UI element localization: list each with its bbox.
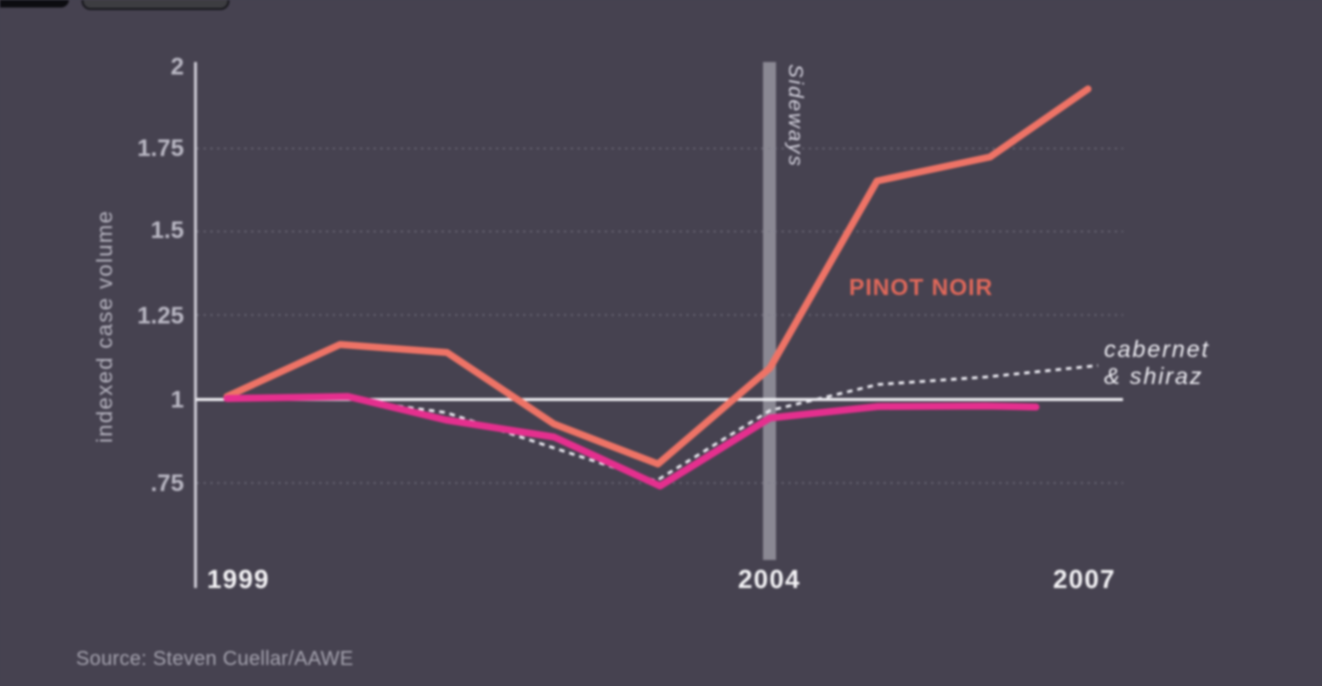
svg-text:1.25: 1.25 [137,303,184,330]
svg-text:1.75: 1.75 [137,135,184,162]
svg-text:1999: 1999 [207,564,270,594]
svg-text:1.5: 1.5 [151,217,184,244]
svg-text:& shiraz: & shiraz [1104,363,1203,389]
svg-text:indexed case volume: indexed case volume [92,210,117,443]
svg-text:2004: 2004 [738,564,801,594]
svg-text:PINOT NOIR: PINOT NOIR [849,274,993,300]
svg-text:cabernet: cabernet [1104,336,1210,362]
svg-text:Source: Steven Cuellar/AAWE: Source: Steven Cuellar/AAWE [76,648,353,670]
svg-text:Sideways: Sideways [784,64,807,168]
svg-text:2: 2 [171,54,184,81]
svg-text:.75: .75 [151,470,184,497]
svg-text:2007: 2007 [1053,564,1116,594]
svg-text:1: 1 [171,387,184,414]
